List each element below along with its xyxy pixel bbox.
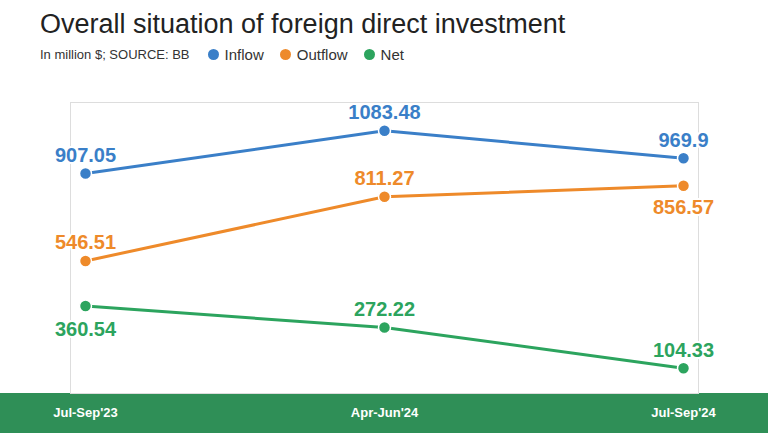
html-text:Net: Net xyxy=(380,46,404,63)
svg-text:Jul-Sep'24: Jul-Sep'24 xyxy=(651,405,716,420)
svg-text:907.05: 907.05 xyxy=(55,144,116,166)
html-text:Outflow: Outflow xyxy=(296,46,348,63)
svg-text:360.54: 360.54 xyxy=(55,318,117,340)
svg-text:Apr-Jun'24: Apr-Jun'24 xyxy=(351,405,419,420)
svg-text:Jul-Sep'23: Jul-Sep'23 xyxy=(53,405,118,420)
html-text:Inflow: Inflow xyxy=(224,46,264,63)
svg-text:1083.48: 1083.48 xyxy=(348,101,420,123)
html-text:In million $; SOURCE: BB: In million $; SOURCE: BB xyxy=(40,47,190,62)
svg-text:546.51: 546.51 xyxy=(55,231,116,253)
svg-text:104.33: 104.33 xyxy=(653,339,714,361)
svg-text:856.57: 856.57 xyxy=(653,196,714,218)
svg-text:272.22: 272.22 xyxy=(354,298,415,320)
svg-text:811.27: 811.27 xyxy=(354,167,414,189)
html-text:Overall situation of foreign d: Overall situation of foreign direct inve… xyxy=(40,9,566,39)
svg-text:969.9: 969.9 xyxy=(658,129,708,151)
